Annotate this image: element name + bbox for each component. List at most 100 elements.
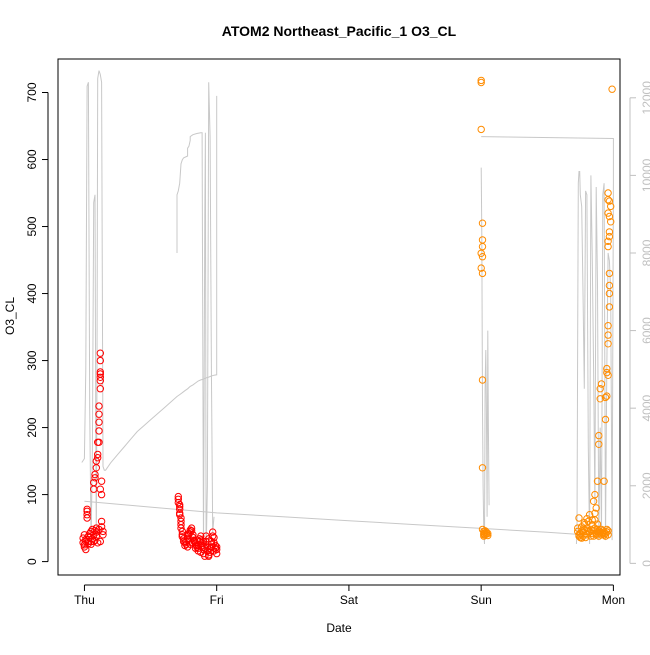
data-point-series-2 <box>600 477 608 485</box>
data-point-series-2 <box>604 237 612 246</box>
data-point-series-2 <box>604 531 612 539</box>
data-point-series-2 <box>482 528 491 536</box>
secondary-lines <box>81 70 614 556</box>
data-point-series-2 <box>605 289 614 298</box>
data-point-series-2 <box>605 269 614 278</box>
data-point-series-1 <box>205 552 213 560</box>
data-point-series-2 <box>595 440 603 448</box>
data-point-series-1 <box>174 498 183 507</box>
x-tick-label: Sun <box>470 593 491 607</box>
data-point-series-1 <box>92 532 101 540</box>
data-point-series-1 <box>83 511 91 519</box>
data-point-series-2 <box>477 249 485 258</box>
data-point-series-1 <box>97 477 106 485</box>
data-point-series-1 <box>177 521 185 529</box>
data-point-series-2 <box>604 340 612 348</box>
y2-tick-label: 2000 <box>640 472 650 499</box>
data-point-series-1 <box>96 373 105 381</box>
data-point-series-2 <box>604 331 612 339</box>
y-tick-label: 0 <box>25 558 39 565</box>
data-point-series-1 <box>96 356 105 365</box>
data-point-series-1 <box>174 495 183 503</box>
data-point-series-2 <box>580 519 588 527</box>
data-point-series-1 <box>83 514 91 522</box>
data-point-series-1 <box>92 457 101 465</box>
data-point-series-1 <box>176 511 184 519</box>
data-point-series-1 <box>176 500 184 509</box>
axes: 0 100 200 300 400 500 600 700 0 2000 4000 6000 8000 1… <box>25 81 650 607</box>
data-point-series-2 <box>603 525 611 534</box>
data-point-series-2 <box>477 125 485 134</box>
data-point-series-1 <box>91 474 99 482</box>
data-point-series-2 <box>605 228 614 236</box>
data-point-series-2 <box>583 515 591 523</box>
data-point-series-1 <box>95 410 103 418</box>
data-point-series-1 <box>210 533 218 542</box>
data-point-series-1 <box>187 527 196 535</box>
data-point-series-1 <box>95 438 103 446</box>
data-point-series-1 <box>96 368 105 376</box>
data-point-series-2 <box>591 509 599 517</box>
y-axis-label: O3_CL <box>3 297 17 335</box>
data-point-series-2 <box>578 534 586 542</box>
data-point-series-2 <box>596 385 604 393</box>
x-tick-label: Fri <box>210 593 224 607</box>
data-point-series-2 <box>605 281 614 290</box>
y-tick-label: 200 <box>25 417 39 437</box>
data-point-series-2 <box>484 531 492 540</box>
data-point-series-2 <box>589 497 598 505</box>
data-point-series-1 <box>94 454 102 462</box>
data-point-series-1 <box>94 450 102 459</box>
data-point-series-1 <box>187 524 196 532</box>
data-point-series-2 <box>608 85 616 93</box>
data-point-series-1 <box>99 527 107 536</box>
data-point-series-2 <box>478 236 487 244</box>
data-point-series-1 <box>213 549 221 558</box>
secondary-line-1 <box>81 70 218 545</box>
data-point-series-1 <box>177 524 185 532</box>
chart-title: ATOM2 Northeast_Pacific_1 O3_CL <box>222 23 457 39</box>
data-point-series-1 <box>96 485 105 493</box>
data-point-series-1 <box>96 370 105 378</box>
y-tick-label: 100 <box>25 484 39 504</box>
data-point-series-2 <box>604 527 612 535</box>
data-point-series-1 <box>96 349 105 357</box>
data-point-series-1 <box>211 541 220 550</box>
data-point-series-2 <box>605 212 614 221</box>
secondary-line-5 <box>481 136 614 545</box>
y-tick-label: 400 <box>25 283 39 303</box>
data-point-series-1 <box>96 385 105 393</box>
data-point-series-1 <box>83 505 91 513</box>
data-point-series-2 <box>601 415 610 424</box>
data-point-series-2 <box>478 219 487 227</box>
data-points <box>79 76 616 560</box>
data-point-series-2 <box>592 504 600 512</box>
data-point-series-2 <box>604 209 612 217</box>
data-point-series-2 <box>601 393 610 402</box>
data-point-series-2 <box>604 189 612 197</box>
data-point-series-1 <box>95 402 103 410</box>
data-point-series-2 <box>603 392 611 400</box>
data-point-series-1 <box>97 490 106 499</box>
data-point-series-1 <box>95 525 103 534</box>
data-point-series-1 <box>99 531 107 539</box>
data-point-series-2 <box>607 218 615 226</box>
y2-tick-label: 8000 <box>640 239 650 266</box>
data-point-series-1 <box>207 543 216 551</box>
data-point-series-2 <box>478 253 487 261</box>
data-point-series-2 <box>604 371 612 379</box>
data-point-series-1 <box>97 523 106 531</box>
data-point-series-1 <box>96 537 105 546</box>
x-tick-label: Sat <box>340 593 359 607</box>
x-tick-label: Thu <box>74 593 95 607</box>
data-point-series-2 <box>605 232 614 241</box>
y-tick-label: 700 <box>25 82 39 102</box>
data-point-series-1 <box>205 535 213 543</box>
data-point-series-2 <box>604 242 612 251</box>
y-tick-label: 300 <box>25 350 39 370</box>
data-point-series-1 <box>95 418 103 426</box>
data-point-series-1 <box>97 517 106 526</box>
x-axis-label: Date <box>326 621 352 635</box>
